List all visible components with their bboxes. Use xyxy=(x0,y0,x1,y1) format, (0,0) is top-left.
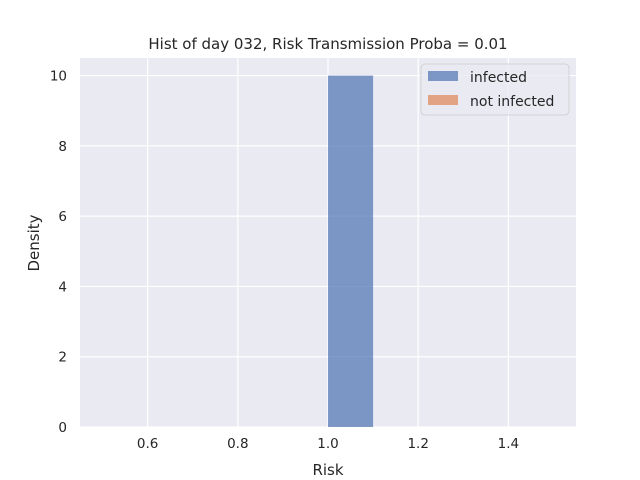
y-tick-label: 4 xyxy=(58,279,67,295)
y-tick-label: 8 xyxy=(58,139,67,155)
legend-swatch-infected xyxy=(428,71,458,81)
y-axis-label: Density xyxy=(25,214,43,271)
x-tick-label: 1.0 xyxy=(317,436,338,452)
y-tick-label: 2 xyxy=(58,350,67,366)
x-tick-label: 0.8 xyxy=(227,436,248,452)
x-tick-label: 1.4 xyxy=(498,436,519,452)
y-axis-ticks: 0 2 4 6 8 10 xyxy=(50,69,67,436)
x-axis-ticks: 0.6 0.8 1.0 1.2 1.4 xyxy=(137,436,519,452)
y-tick-label: 0 xyxy=(58,420,67,436)
x-tick-label: 1.2 xyxy=(407,436,428,452)
chart-title: Hist of day 032, Risk Transmission Proba… xyxy=(148,35,507,53)
y-tick-label: 10 xyxy=(50,69,67,85)
bar-infected xyxy=(328,75,374,428)
bars xyxy=(328,75,374,428)
legend: infected not infected xyxy=(420,63,570,116)
legend-label-infected: infected xyxy=(470,70,527,86)
x-axis-label: Risk xyxy=(312,461,343,479)
legend-swatch-not-infected xyxy=(428,95,458,105)
y-tick-label: 6 xyxy=(58,209,67,225)
legend-label-not-infected: not infected xyxy=(470,94,554,110)
x-tick-label: 0.6 xyxy=(137,436,158,452)
